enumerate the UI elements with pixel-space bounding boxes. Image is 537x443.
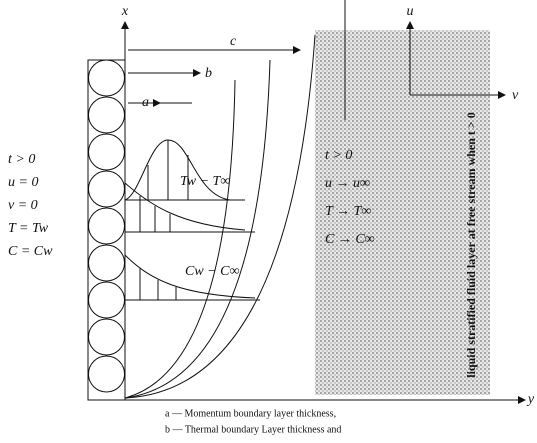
condition: v = 0 xyxy=(8,198,38,213)
caption-line: a — Momentum boundary layer thickness, xyxy=(165,408,336,419)
condition: C → C∞ xyxy=(325,232,375,247)
plate xyxy=(88,60,125,400)
wall-conditions: t > 0 u = 0 v = 0 T = Tw C = Cw xyxy=(8,152,53,259)
condition: u → u∞ xyxy=(325,176,370,191)
velocity-profile xyxy=(125,140,230,200)
a-label: a xyxy=(142,95,149,110)
concentration-label: Cw − C∞ xyxy=(185,264,239,279)
condition: t > 0 xyxy=(325,148,352,163)
condition: T → T∞ xyxy=(325,204,371,219)
thermal-boundary xyxy=(125,60,270,398)
x-axis-label: x xyxy=(121,4,129,19)
condition: t > 0 xyxy=(8,152,35,167)
diagram: x y u v c b a Tw − T∞ Cw − C∞ t > 0 u = … xyxy=(0,0,537,443)
u-label: u xyxy=(407,4,414,19)
condition: C = Cw xyxy=(8,244,53,259)
condition: T = Tw xyxy=(8,221,49,236)
c-label: c xyxy=(230,34,237,49)
caption-line: b — Thermal boundary Layer thickness and xyxy=(165,424,341,435)
y-axis-label: y xyxy=(526,392,535,407)
condition: u = 0 xyxy=(8,175,38,190)
b-label: b xyxy=(205,66,212,81)
concentration-boundary xyxy=(125,35,315,398)
temperature-label: Tw − T∞ xyxy=(180,174,230,189)
free-stream-note: liquid stratified fluid layer at free st… xyxy=(464,112,478,377)
momentum-boundary xyxy=(125,80,235,398)
v-label: v xyxy=(512,88,519,103)
